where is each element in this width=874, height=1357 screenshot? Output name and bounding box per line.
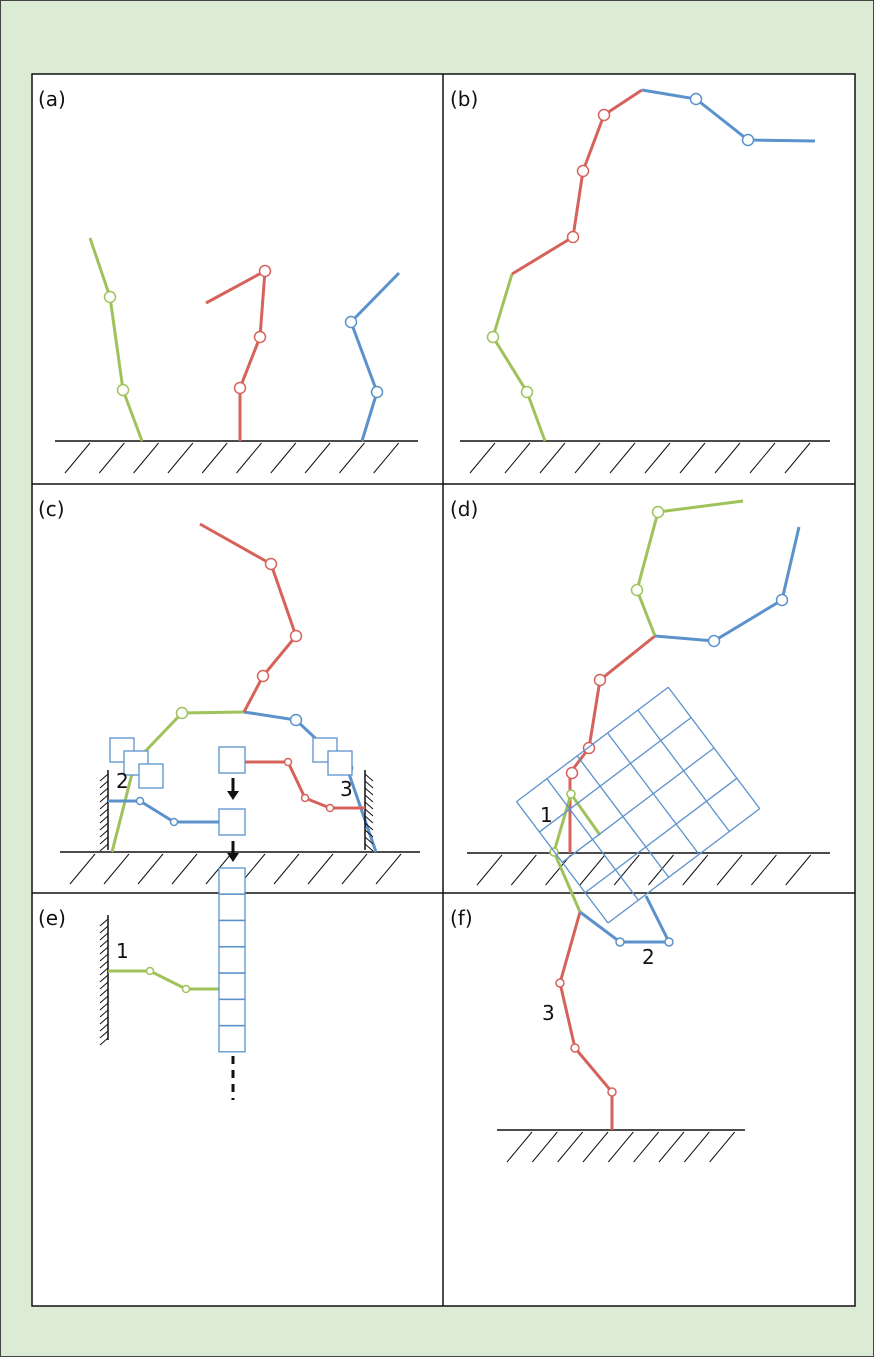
joint bbox=[578, 166, 589, 177]
panel-label: (f) bbox=[450, 906, 473, 930]
joint bbox=[327, 805, 334, 812]
joint bbox=[522, 387, 533, 398]
joint bbox=[632, 585, 643, 596]
joint bbox=[556, 979, 564, 987]
joint bbox=[147, 968, 154, 975]
joint bbox=[183, 986, 190, 993]
joint bbox=[137, 798, 144, 805]
joint bbox=[171, 819, 178, 826]
joint bbox=[777, 595, 788, 606]
joint bbox=[567, 790, 575, 798]
block bbox=[219, 894, 245, 920]
joint bbox=[488, 332, 499, 343]
joint bbox=[291, 631, 302, 642]
block bbox=[219, 747, 245, 773]
block bbox=[219, 868, 245, 894]
block bbox=[219, 1026, 245, 1052]
block bbox=[219, 921, 245, 947]
joint bbox=[291, 715, 302, 726]
arm-label: 1 bbox=[540, 803, 553, 827]
joint bbox=[571, 1044, 579, 1052]
arm-label: 1 bbox=[116, 939, 129, 963]
block bbox=[139, 764, 163, 788]
joint bbox=[567, 768, 578, 779]
joint bbox=[709, 636, 720, 647]
joint bbox=[743, 135, 754, 146]
block bbox=[219, 1000, 245, 1026]
joint bbox=[285, 759, 292, 766]
joint bbox=[616, 938, 624, 946]
joint bbox=[653, 507, 664, 518]
joint bbox=[372, 387, 383, 398]
panel-label: (a) bbox=[38, 87, 66, 111]
panel-label: (e) bbox=[38, 906, 66, 930]
panel-label: (c) bbox=[38, 497, 65, 521]
arm-label: 2 bbox=[116, 769, 129, 793]
figure: (a) (b) (c) (d) (e) (f) 2 3 1 1 2 3 bbox=[0, 0, 874, 1357]
joint bbox=[105, 292, 116, 303]
arm-label: 2 bbox=[642, 945, 655, 969]
block bbox=[328, 751, 352, 775]
panel-label: (b) bbox=[450, 87, 478, 111]
joint bbox=[691, 94, 702, 105]
block bbox=[219, 973, 245, 999]
joint bbox=[255, 332, 266, 343]
joint bbox=[302, 795, 309, 802]
joint bbox=[266, 559, 277, 570]
block bbox=[219, 947, 245, 973]
block bbox=[219, 809, 245, 835]
joint bbox=[346, 317, 357, 328]
joint bbox=[260, 266, 271, 277]
arm-label: 3 bbox=[340, 777, 353, 801]
panel-label: (d) bbox=[450, 497, 478, 521]
joint bbox=[608, 1088, 616, 1096]
joint bbox=[177, 708, 188, 719]
joint bbox=[258, 671, 269, 682]
joint bbox=[595, 675, 606, 686]
arm-label: 3 bbox=[542, 1001, 555, 1025]
joint bbox=[665, 938, 673, 946]
joint bbox=[568, 232, 579, 243]
joint bbox=[599, 110, 610, 121]
joint bbox=[235, 383, 246, 394]
joint bbox=[118, 385, 129, 396]
